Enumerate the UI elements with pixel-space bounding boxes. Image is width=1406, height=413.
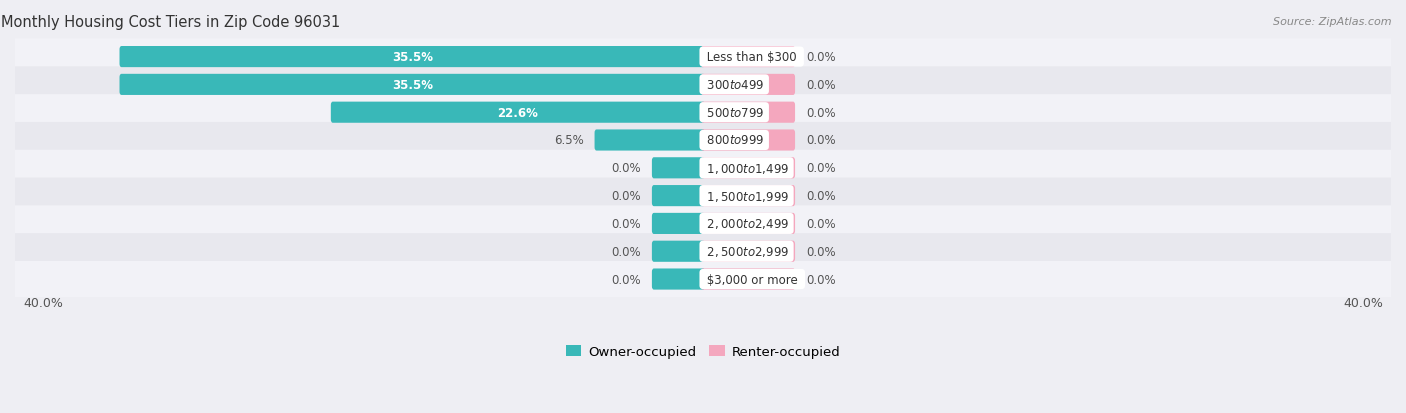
- Text: $2,000 to $2,499: $2,000 to $2,499: [703, 217, 790, 231]
- Text: 0.0%: 0.0%: [806, 134, 835, 147]
- Text: 0.0%: 0.0%: [806, 190, 835, 203]
- Text: Monthly Housing Cost Tiers in Zip Code 96031: Monthly Housing Cost Tiers in Zip Code 9…: [1, 15, 340, 30]
- Text: 0.0%: 0.0%: [612, 217, 641, 230]
- Text: 0.0%: 0.0%: [612, 273, 641, 286]
- FancyBboxPatch shape: [702, 214, 794, 235]
- FancyBboxPatch shape: [13, 95, 1393, 131]
- Text: Less than $300: Less than $300: [703, 51, 800, 64]
- Text: 0.0%: 0.0%: [806, 107, 835, 119]
- FancyBboxPatch shape: [13, 123, 1393, 159]
- Text: 0.0%: 0.0%: [806, 217, 835, 230]
- FancyBboxPatch shape: [702, 241, 794, 262]
- FancyBboxPatch shape: [13, 150, 1393, 186]
- Text: 0.0%: 0.0%: [806, 79, 835, 92]
- Text: 40.0%: 40.0%: [22, 297, 63, 309]
- Text: 0.0%: 0.0%: [806, 51, 835, 64]
- FancyBboxPatch shape: [13, 39, 1393, 76]
- Text: 35.5%: 35.5%: [392, 51, 433, 64]
- FancyBboxPatch shape: [652, 269, 704, 290]
- FancyBboxPatch shape: [702, 130, 794, 151]
- FancyBboxPatch shape: [702, 185, 794, 206]
- FancyBboxPatch shape: [120, 75, 704, 96]
- Text: 35.5%: 35.5%: [392, 79, 433, 92]
- Text: 6.5%: 6.5%: [554, 134, 583, 147]
- FancyBboxPatch shape: [13, 178, 1393, 214]
- Text: $300 to $499: $300 to $499: [703, 79, 765, 92]
- Legend: Owner-occupied, Renter-occupied: Owner-occupied, Renter-occupied: [560, 339, 846, 363]
- FancyBboxPatch shape: [652, 214, 704, 235]
- Text: 0.0%: 0.0%: [612, 190, 641, 203]
- FancyBboxPatch shape: [13, 261, 1393, 297]
- Text: 0.0%: 0.0%: [806, 245, 835, 258]
- FancyBboxPatch shape: [13, 206, 1393, 242]
- Text: 0.0%: 0.0%: [806, 162, 835, 175]
- FancyBboxPatch shape: [330, 102, 704, 123]
- Text: 0.0%: 0.0%: [612, 162, 641, 175]
- FancyBboxPatch shape: [702, 102, 794, 123]
- Text: 40.0%: 40.0%: [1343, 297, 1384, 309]
- FancyBboxPatch shape: [652, 241, 704, 262]
- FancyBboxPatch shape: [13, 234, 1393, 270]
- FancyBboxPatch shape: [120, 47, 704, 68]
- FancyBboxPatch shape: [702, 158, 794, 179]
- Text: 22.6%: 22.6%: [498, 107, 538, 119]
- Text: $800 to $999: $800 to $999: [703, 134, 765, 147]
- Text: $2,500 to $2,999: $2,500 to $2,999: [703, 244, 790, 259]
- FancyBboxPatch shape: [595, 130, 704, 151]
- FancyBboxPatch shape: [702, 75, 794, 96]
- FancyBboxPatch shape: [702, 269, 794, 290]
- Text: Source: ZipAtlas.com: Source: ZipAtlas.com: [1274, 17, 1392, 26]
- FancyBboxPatch shape: [702, 47, 794, 68]
- FancyBboxPatch shape: [652, 158, 704, 179]
- Text: 0.0%: 0.0%: [806, 273, 835, 286]
- Text: $1,000 to $1,499: $1,000 to $1,499: [703, 161, 790, 176]
- FancyBboxPatch shape: [652, 185, 704, 206]
- Text: 0.0%: 0.0%: [612, 245, 641, 258]
- Text: $1,500 to $1,999: $1,500 to $1,999: [703, 189, 790, 203]
- FancyBboxPatch shape: [13, 67, 1393, 103]
- Text: $3,000 or more: $3,000 or more: [703, 273, 801, 286]
- Text: $500 to $799: $500 to $799: [703, 107, 765, 119]
